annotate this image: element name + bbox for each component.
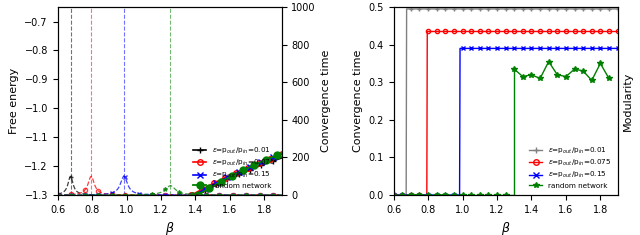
Y-axis label: Modularity: Modularity xyxy=(623,71,633,131)
X-axis label: $\beta$: $\beta$ xyxy=(164,220,175,235)
Legend: $\varepsilon$=p$_{out}$/p$_{in}$=0.01, $\varepsilon$=p$_{out}$/p$_{in}$=0.075, $: $\varepsilon$=p$_{out}$/p$_{in}$=0.01, $… xyxy=(526,142,614,192)
X-axis label: $\beta$: $\beta$ xyxy=(500,220,511,235)
Legend: $\varepsilon$=p$_{out}$/p$_{in}$=0.01, $\varepsilon$=p$_{out}$/p$_{in}$=0.075, $: $\varepsilon$=p$_{out}$/p$_{in}$=0.01, $… xyxy=(190,142,278,192)
Y-axis label: Free energy: Free energy xyxy=(9,68,19,134)
Y-axis label: Convergence time: Convergence time xyxy=(321,50,332,152)
Y-axis label: Convergence time: Convergence time xyxy=(353,50,363,152)
